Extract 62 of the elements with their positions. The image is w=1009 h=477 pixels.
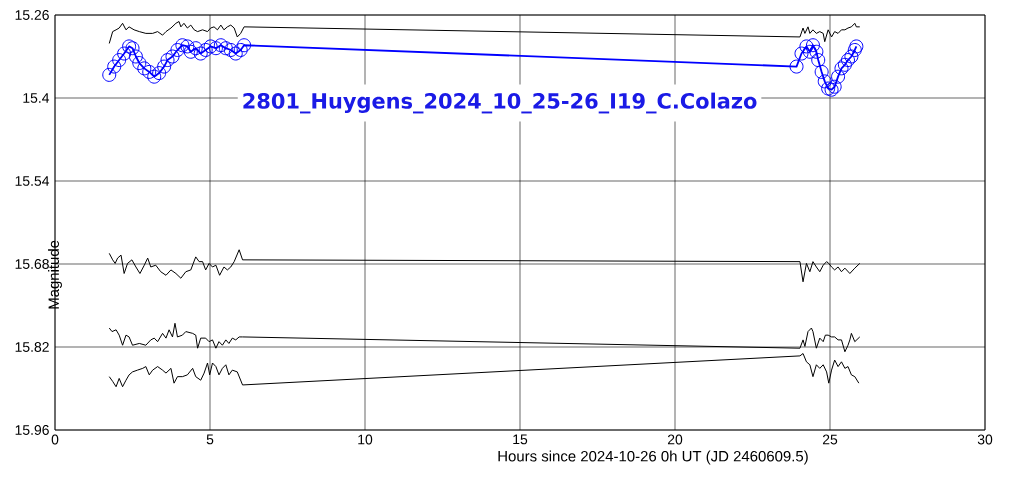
line-series: [108, 322, 861, 353]
point: [193, 46, 208, 61]
point: [799, 39, 814, 54]
point: [802, 44, 817, 59]
x-tick-label: 20: [667, 434, 683, 445]
point: [112, 53, 127, 68]
x-tick-label: 25: [822, 434, 838, 445]
point: [237, 38, 252, 53]
text: 2801_Huygens_2024_10_25-26_I19_C.Colazo: [243, 92, 757, 114]
point: [805, 38, 820, 53]
y-tick-label: 15.82: [15, 342, 49, 352]
point: [183, 44, 198, 59]
point: [137, 61, 152, 76]
point: [117, 46, 132, 61]
point: [809, 44, 824, 59]
point: [811, 53, 826, 68]
point: [170, 42, 185, 57]
point: [223, 42, 238, 57]
point: [817, 74, 832, 89]
line-series: [108, 353, 860, 388]
line-series: [108, 21, 861, 44]
point: [107, 59, 122, 74]
point: [228, 46, 243, 61]
point: [157, 59, 172, 74]
point: [188, 41, 203, 56]
point: [840, 53, 855, 68]
y-tick-label: 15.26: [15, 10, 49, 20]
point: [152, 66, 167, 81]
point: [233, 42, 248, 57]
point: [160, 53, 175, 68]
x-axis-title: Hours since 2024-10-26 0h UT (JD 2460609.5): [498, 450, 808, 465]
line-series: [108, 249, 861, 283]
point: [175, 38, 190, 53]
point: [142, 64, 157, 79]
point: [794, 46, 809, 61]
point: [789, 59, 804, 74]
x-tick-label: 30: [977, 434, 993, 445]
y-tick-label: 15.68: [15, 259, 49, 269]
y-axis-title: Magnitude: [48, 240, 62, 309]
point: [147, 69, 162, 84]
y-tick-label: 15.54: [15, 176, 50, 186]
point: [213, 38, 228, 53]
point: [102, 67, 117, 82]
point: [180, 39, 195, 54]
x-tick-label: 5: [206, 434, 214, 445]
x-tick-label: 10: [358, 434, 373, 445]
point: [165, 49, 180, 64]
point: [128, 49, 143, 64]
point: [198, 42, 213, 57]
point: [831, 69, 846, 84]
point: [844, 49, 859, 64]
point: [218, 41, 233, 56]
point: [837, 57, 852, 72]
point: [132, 56, 147, 71]
x-tick-label: 15: [513, 434, 528, 445]
point: [834, 61, 849, 76]
x-tick-label: 0: [51, 434, 59, 445]
point: [814, 64, 829, 79]
y-tick-label: 15.4: [23, 93, 50, 103]
point: [203, 39, 218, 54]
y-tick-label: 15.96: [15, 425, 49, 435]
point: [208, 41, 223, 56]
